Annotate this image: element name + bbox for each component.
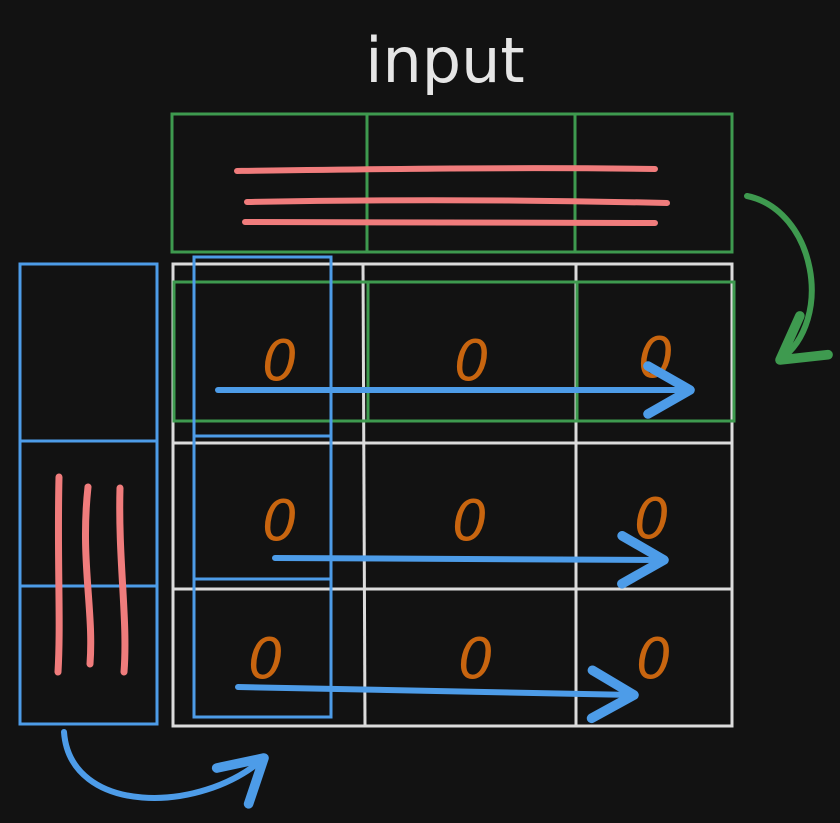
- input-column-box: [18, 262, 159, 726]
- cell-value-r3c1: 0: [248, 627, 284, 692]
- cell-value-r2c3: 0: [634, 487, 670, 552]
- row-broadcast-overlay: [172, 280, 736, 423]
- cell-value-r2c1: 0: [262, 489, 298, 554]
- column-broadcast-overlay: [192, 255, 333, 719]
- output-grid: [171, 262, 734, 728]
- row-broadcast-curved-arrow: [744, 193, 833, 365]
- row2-sweep-arrow: [272, 530, 669, 589]
- cell-value-r2c2: 0: [452, 489, 488, 554]
- cell-value-r1c1: 0: [262, 329, 298, 394]
- title-input: input: [365, 24, 524, 97]
- cell-values: 0 0 0 0 0 0 0 0 0: [248, 326, 674, 692]
- input-column-data-strokes: [54, 473, 129, 676]
- input-row-data-strokes: [234, 165, 670, 226]
- cell-value-r3c2: 0: [458, 627, 494, 692]
- cell-value-r1c2: 0: [454, 329, 490, 394]
- column-broadcast-curved-arrow: [61, 729, 269, 809]
- cell-value-r1c3: 0: [638, 326, 674, 391]
- input-row-box: [170, 112, 734, 254]
- cell-value-r3c3: 0: [636, 627, 672, 692]
- row3-sweep-arrow: [235, 665, 639, 724]
